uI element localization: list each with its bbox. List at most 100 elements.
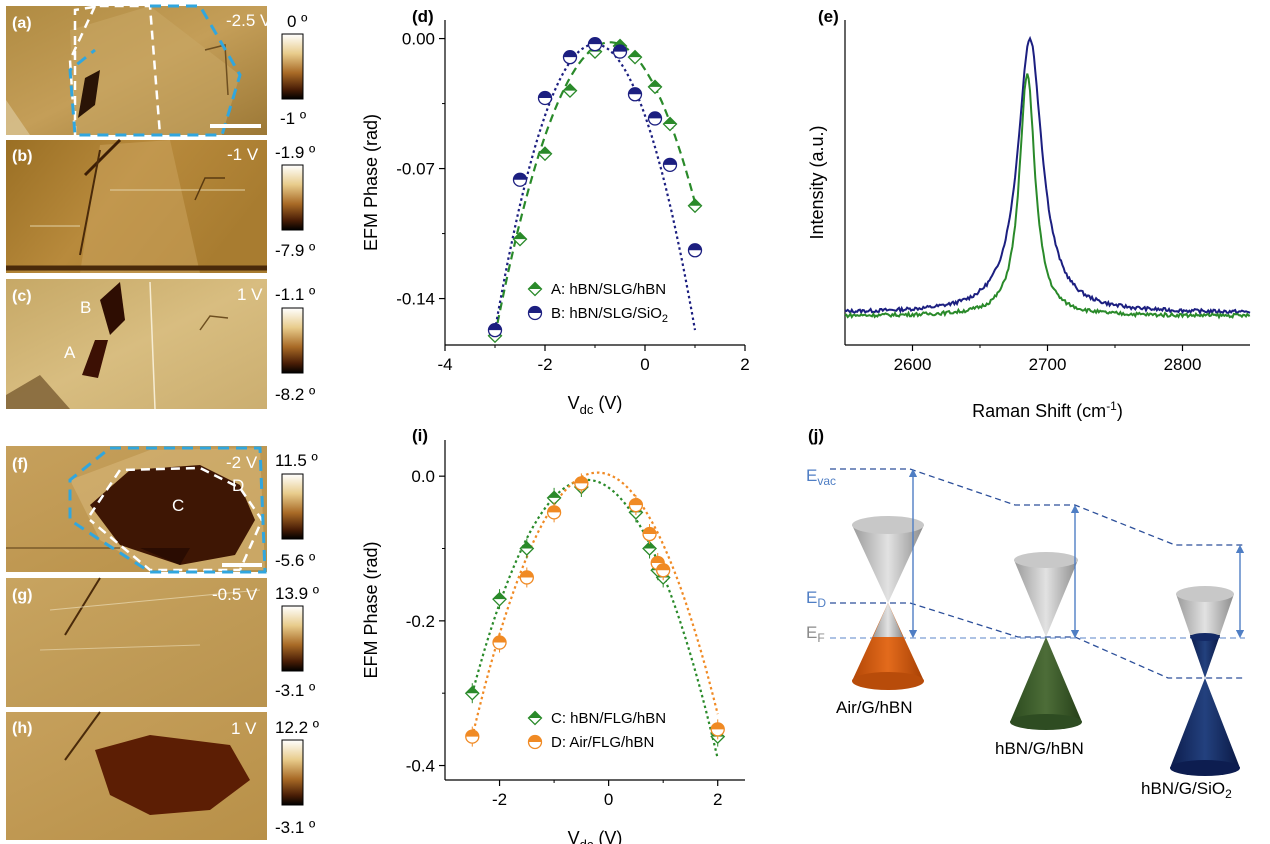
marker-fill — [656, 563, 670, 571]
marker-fill — [563, 84, 577, 91]
x-tick-label: 2800 — [1164, 355, 1202, 374]
y-tick-label: -0.14 — [396, 290, 435, 309]
voltage-label-c: 1 V — [237, 285, 263, 304]
marker-fill — [520, 570, 534, 578]
y-axis-label: EFM Phase (rad) — [361, 114, 381, 251]
colorbar-h-top: 12.2 º — [275, 718, 319, 737]
region-label-c: C — [172, 496, 184, 515]
colorbar-b: -1.9 º -7.9 º — [275, 143, 315, 260]
colorbar-c: -1.1 º -8.2 º — [275, 285, 315, 404]
marker-fill — [538, 91, 552, 98]
data-point-0 — [647, 79, 663, 95]
marker-fill — [465, 686, 479, 694]
x-tick-label: 2700 — [1029, 355, 1067, 374]
data-point-1 — [519, 570, 534, 585]
y-axis-label: Intensity (a.u.) — [807, 125, 827, 239]
x-tick-label: 0 — [604, 790, 613, 809]
data-point-1 — [687, 243, 703, 258]
legend-label: C: hBN/FLG/hBN — [551, 710, 666, 727]
chart-i: -2 0 2 0.0 -0.2 -0.4 C: hBN/FLG/hBN D: Air/FLG/… — [361, 440, 745, 844]
dirac-level-line — [830, 602, 1245, 679]
colorbar-g-top: 13.9 º — [275, 584, 319, 603]
data-point-1 — [465, 729, 480, 744]
label-e-d: ED — [806, 588, 826, 610]
fit-curve-1 — [471, 471, 719, 737]
x-tick-label: 2 — [740, 355, 749, 374]
colorbar-a-top: 0 º — [287, 12, 307, 31]
marker-fill — [688, 199, 702, 206]
colorbar-f-bottom: -5.6 º — [275, 551, 315, 570]
fit-curve-0 — [493, 41, 697, 336]
x-axis-label: Vdc (V) — [568, 393, 623, 417]
y-tick-label: 0.0 — [411, 467, 435, 486]
panel-label-i: (i) — [412, 426, 428, 445]
afm-map-f: (f) -2 V C D — [6, 446, 267, 574]
data-point-1 — [512, 172, 528, 187]
data-point-0 — [642, 541, 657, 556]
panel-label-j: (j) — [808, 426, 824, 445]
colorbar-b-bottom: -7.9 º — [275, 241, 315, 260]
x-tick-label: 2600 — [894, 355, 932, 374]
colorbar-c-bottom: -8.2 º — [275, 385, 315, 404]
raman-spectrum-1 — [844, 73, 1251, 320]
marker-fill — [588, 37, 602, 45]
data-point-1 — [574, 476, 589, 491]
marker-fill — [513, 232, 527, 240]
afm-map-g: (g) -0.5 V — [6, 577, 267, 707]
marker-fill — [538, 147, 552, 154]
voltage-label-h: 1 V — [231, 719, 257, 738]
data-point-1 — [627, 87, 643, 102]
marker-fill — [493, 636, 507, 643]
colorbar-g: 13.9 º -3.1 º — [275, 584, 319, 700]
data-point-0 — [537, 146, 553, 162]
structure-label-air-g-hbn: Air/G/hBN — [836, 698, 913, 717]
voltage-label-b: -1 V — [227, 145, 259, 164]
x-tick-label: -2 — [537, 355, 552, 374]
marker-fill — [528, 306, 542, 313]
marker-fill — [574, 476, 588, 484]
region-label-b: B — [80, 298, 91, 317]
y-tick-label: -0.2 — [406, 612, 435, 631]
data-point-1 — [612, 44, 628, 59]
x-tick-label: 2 — [713, 790, 722, 809]
x-axis-label: Vdc (V) — [568, 828, 623, 844]
marker-fill — [528, 735, 542, 742]
chart-d: -4 -2 0 2 0.00 -0.07 -0.14 A: hBN/SLG/hBN B: hBN… — [361, 20, 750, 417]
chart-e: 2600 2700 2800 Raman Shift (cm-1) Intensity … — [807, 20, 1251, 421]
marker-fill — [711, 722, 725, 730]
data-point-0 — [464, 685, 480, 701]
marker-fill — [513, 173, 527, 180]
legend-label: B: hBN/SLG/SiO2 — [551, 305, 668, 325]
y-tick-label: -0.4 — [406, 757, 435, 776]
marker-fill — [528, 711, 542, 718]
structure-label-hbn-g-sio2: hBN/G/SiO2 — [1141, 779, 1232, 801]
legend-marker — [527, 710, 543, 726]
marker-fill — [643, 527, 657, 535]
voltage-label-g: -0.5 V — [212, 585, 258, 604]
colorbar-f: 11.5 º -5.6 º — [275, 451, 318, 570]
marker-fill — [493, 592, 507, 600]
data-point-1 — [546, 505, 562, 520]
legend-label: D: Air/FLG/hBN — [551, 734, 654, 751]
panel-label-g: (g) — [12, 587, 32, 604]
data-point-1 — [662, 157, 678, 173]
data-point-1 — [587, 36, 603, 52]
marker-fill — [629, 498, 643, 506]
afm-map-c: (c) 1 V B A — [6, 279, 267, 410]
voltage-label-f: -2 V — [226, 453, 258, 472]
marker-fill — [663, 158, 677, 165]
marker-fill — [688, 243, 702, 251]
data-point-1 — [710, 722, 725, 737]
data-point-0 — [492, 591, 507, 607]
colorbar-b-top: -1.9 º — [275, 143, 315, 162]
panel-label-a: (a) — [12, 15, 32, 32]
data-point-1 — [642, 526, 657, 542]
afm-map-a: (a) -2.5 V — [6, 4, 272, 137]
data-point-0 — [562, 83, 578, 98]
voltage-label-a: -2.5 V — [226, 11, 272, 30]
panel-label-h: (h) — [12, 720, 32, 737]
marker-fill — [613, 45, 627, 52]
afm-map-b: (b) -1 V — [6, 138, 267, 273]
marker-fill — [613, 39, 627, 46]
legend-marker — [527, 305, 543, 321]
